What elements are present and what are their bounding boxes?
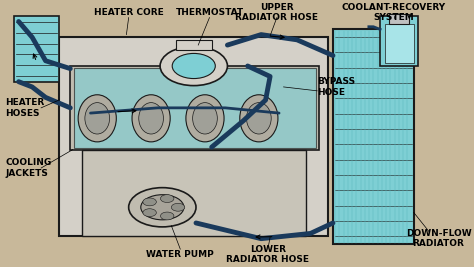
Circle shape <box>161 212 174 220</box>
Text: WATER PUMP: WATER PUMP <box>146 250 214 259</box>
Bar <box>333 29 414 244</box>
Ellipse shape <box>246 103 271 134</box>
Text: HEATER
HOSES: HEATER HOSES <box>5 98 45 117</box>
Bar <box>380 16 418 66</box>
Ellipse shape <box>240 95 278 142</box>
Text: BYPASS
HOSE: BYPASS HOSE <box>317 77 356 97</box>
Text: DOWN-FLOW
RADIATOR: DOWN-FLOW RADIATOR <box>406 229 471 248</box>
Ellipse shape <box>132 95 170 142</box>
Text: HEATER CORE: HEATER CORE <box>94 8 164 17</box>
Circle shape <box>161 195 174 202</box>
Text: THERMOSTAT: THERMOSTAT <box>175 8 244 17</box>
Text: COOLING
JACKETS: COOLING JACKETS <box>5 158 52 178</box>
Ellipse shape <box>186 95 224 142</box>
Bar <box>59 37 328 236</box>
Circle shape <box>128 188 196 227</box>
Ellipse shape <box>85 103 109 134</box>
Ellipse shape <box>192 103 217 134</box>
Text: LOWER
RADIATOR HOSE: LOWER RADIATOR HOSE <box>227 245 310 264</box>
Bar <box>70 66 319 150</box>
Circle shape <box>172 53 215 78</box>
Bar <box>389 14 409 24</box>
Bar <box>176 40 212 50</box>
Ellipse shape <box>78 95 116 142</box>
Text: COOLANT-RECOVERY
SYSTEM: COOLANT-RECOVERY SYSTEM <box>341 3 446 22</box>
Bar <box>82 150 306 236</box>
Bar <box>74 68 316 148</box>
Circle shape <box>171 203 185 211</box>
Circle shape <box>143 209 156 217</box>
Circle shape <box>143 198 156 206</box>
Circle shape <box>160 46 228 86</box>
Bar <box>384 24 414 63</box>
Ellipse shape <box>139 103 164 134</box>
Circle shape <box>141 195 184 220</box>
Text: UPPER
RADIATOR HOSE: UPPER RADIATOR HOSE <box>235 3 319 22</box>
Bar <box>14 16 59 82</box>
